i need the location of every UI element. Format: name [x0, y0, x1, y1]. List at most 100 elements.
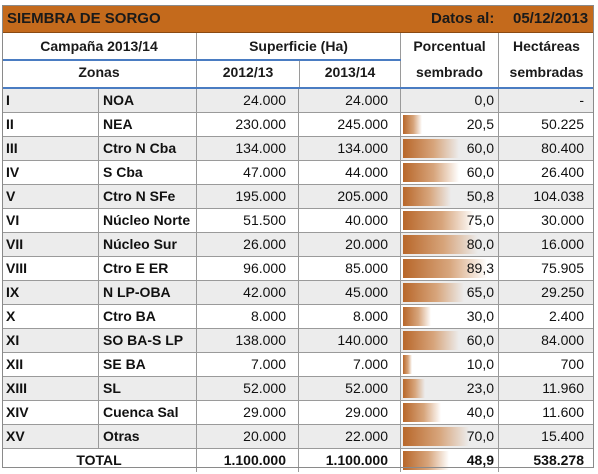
percent-value: 75,0	[466, 212, 494, 228]
percent-sown: 60,0	[401, 161, 499, 184]
header-campaign-zones: Campaña 2013/14 Zonas	[2, 33, 197, 89]
surface-2013-14: 20.000	[299, 233, 401, 256]
header-percent-l1: Porcentual	[413, 38, 486, 54]
percent-sown: 23,0	[401, 377, 499, 400]
hectares-sown: 11.600	[542, 404, 584, 420]
header-rule-surface	[197, 59, 401, 61]
zone-number: VI	[2, 209, 99, 232]
percent-bar	[403, 307, 431, 326]
percent-value: 60,0	[466, 140, 494, 156]
title-bar: SIEMBRA DE SORGO Datos al: 05/12/2013	[2, 5, 594, 33]
surface-2013-14: 140.000	[299, 329, 401, 352]
zone-name: Núcleo Sur	[99, 233, 197, 256]
header-campaign: Campaña 2013/14	[40, 38, 158, 54]
percent-value: 10,0	[466, 356, 494, 372]
header-year1: 2012/13	[222, 64, 274, 80]
zone-name: Núcleo Norte	[99, 209, 197, 232]
table-row: XIV Cuenca Sal 29.000 29.000 40,0 11.600	[2, 401, 594, 425]
percent-value: 30,0	[466, 308, 494, 324]
percent-sown: 60,0	[401, 329, 499, 352]
percent-bar	[403, 211, 474, 230]
hectares-sown: 75.905	[541, 260, 584, 276]
surface-2012-13: 51.500	[197, 209, 299, 232]
surface-2012-13: 52.000	[197, 377, 299, 400]
surface-2013-14: 7.000	[299, 353, 401, 376]
surface-2013-14: 44.000	[299, 161, 401, 184]
surface-2013-14: 22.000	[299, 425, 401, 448]
percent-value: 80,0	[466, 236, 494, 252]
surface-2013-14: 85.000	[299, 257, 401, 280]
percent-sown: 75,0	[401, 209, 499, 232]
percent-bar	[403, 163, 459, 182]
surface-2012-13: 7.000	[197, 353, 299, 376]
zone-number: XV	[2, 425, 99, 448]
hectares-sown: 84.000	[541, 332, 584, 348]
percent-bar	[403, 139, 459, 158]
percent-sown: 70,0	[401, 425, 499, 448]
surface-2013-14: 134.000	[299, 137, 401, 160]
percent-bar	[403, 427, 469, 446]
zone-name: Ctro N SFe	[99, 185, 197, 208]
table-row: XII SE BA 7.000 7.000 10,0 700	[2, 353, 594, 377]
zone-number: VIII	[2, 257, 99, 280]
header-year-divider	[299, 60, 300, 89]
zone-number: VII	[2, 233, 99, 256]
table-row: II NEA 230.000 245.000 20,5 50.225	[2, 113, 594, 137]
header-hectares: Hectáreas sembradas	[499, 33, 594, 89]
surface-2013-14: 24.000	[299, 89, 401, 112]
total-hectares: 538.278	[533, 452, 584, 468]
percent-sown: 65,0	[401, 281, 499, 304]
header-rule-left	[2, 59, 197, 61]
surface-2013-14: 8.000	[299, 305, 401, 328]
percent-sown: 50,8	[401, 185, 499, 208]
percent-value: 65,0	[466, 284, 494, 300]
surface-2012-13: 96.000	[197, 257, 299, 280]
percent-value: 0,0	[474, 92, 494, 108]
hectares-sown: 80.400	[541, 140, 584, 156]
percent-bar	[403, 451, 449, 470]
surface-2013-14: 45.000	[299, 281, 401, 304]
percent-sown: 0,0	[401, 89, 499, 112]
percent-bar	[403, 379, 425, 398]
table-row: XI SO BA-S LP 138.000 140.000 60,0 84.000	[2, 329, 594, 353]
surface-2012-13: 20.000	[197, 425, 299, 448]
total-2012-13: 1.100.000	[197, 449, 299, 472]
percent-sown: 30,0	[401, 305, 499, 328]
zone-name: Cuenca Sal	[99, 401, 197, 424]
header-year2: 2013/14	[324, 64, 376, 80]
surface-2012-13: 134.000	[197, 137, 299, 160]
surface-2012-13: 24.000	[197, 89, 299, 112]
date-label: Datos al:	[431, 10, 495, 27]
percent-bar	[403, 235, 478, 254]
surface-2012-13: 26.000	[197, 233, 299, 256]
percent-bar	[403, 355, 412, 374]
zone-number: XII	[2, 353, 99, 376]
hectares-sown: -	[579, 92, 584, 108]
zone-number: XIV	[2, 401, 99, 424]
table-row: III Ctro N Cba 134.000 134.000 60,0 80.400	[2, 137, 594, 161]
total-row: TOTAL 1.100.000 1.100.000 48,9 538.278	[2, 449, 594, 473]
percent-bar	[403, 331, 459, 350]
zone-name: SE BA	[99, 353, 197, 376]
surface-2012-13: 138.000	[197, 329, 299, 352]
hectares-sown: 15.400	[541, 428, 584, 444]
total-label: TOTAL	[2, 449, 197, 472]
table-row: VI Núcleo Norte 51.500 40.000 75,0 30.000	[2, 209, 594, 233]
zone-name: SL	[99, 377, 197, 400]
zone-number: XI	[2, 329, 99, 352]
zone-name: Ctro E ER	[99, 257, 197, 280]
surface-2013-14: 29.000	[299, 401, 401, 424]
header-surface: Superficie (Ha) 2012/13 2013/14	[197, 33, 401, 89]
hectares-sown: 50.225	[541, 116, 584, 132]
percent-bar	[403, 403, 441, 422]
surface-2012-13: 42.000	[197, 281, 299, 304]
total-percent: 48,9	[401, 449, 499, 472]
surface-2013-14: 205.000	[299, 185, 401, 208]
hectares-sown: 700	[560, 356, 584, 372]
surface-2012-13: 195.000	[197, 185, 299, 208]
surface-2012-13: 8.000	[197, 305, 299, 328]
surface-2013-14: 40.000	[299, 209, 401, 232]
percent-value: 50,8	[466, 188, 494, 204]
header-percent: Porcentual sembrado	[401, 33, 499, 89]
zone-number: II	[2, 113, 99, 136]
